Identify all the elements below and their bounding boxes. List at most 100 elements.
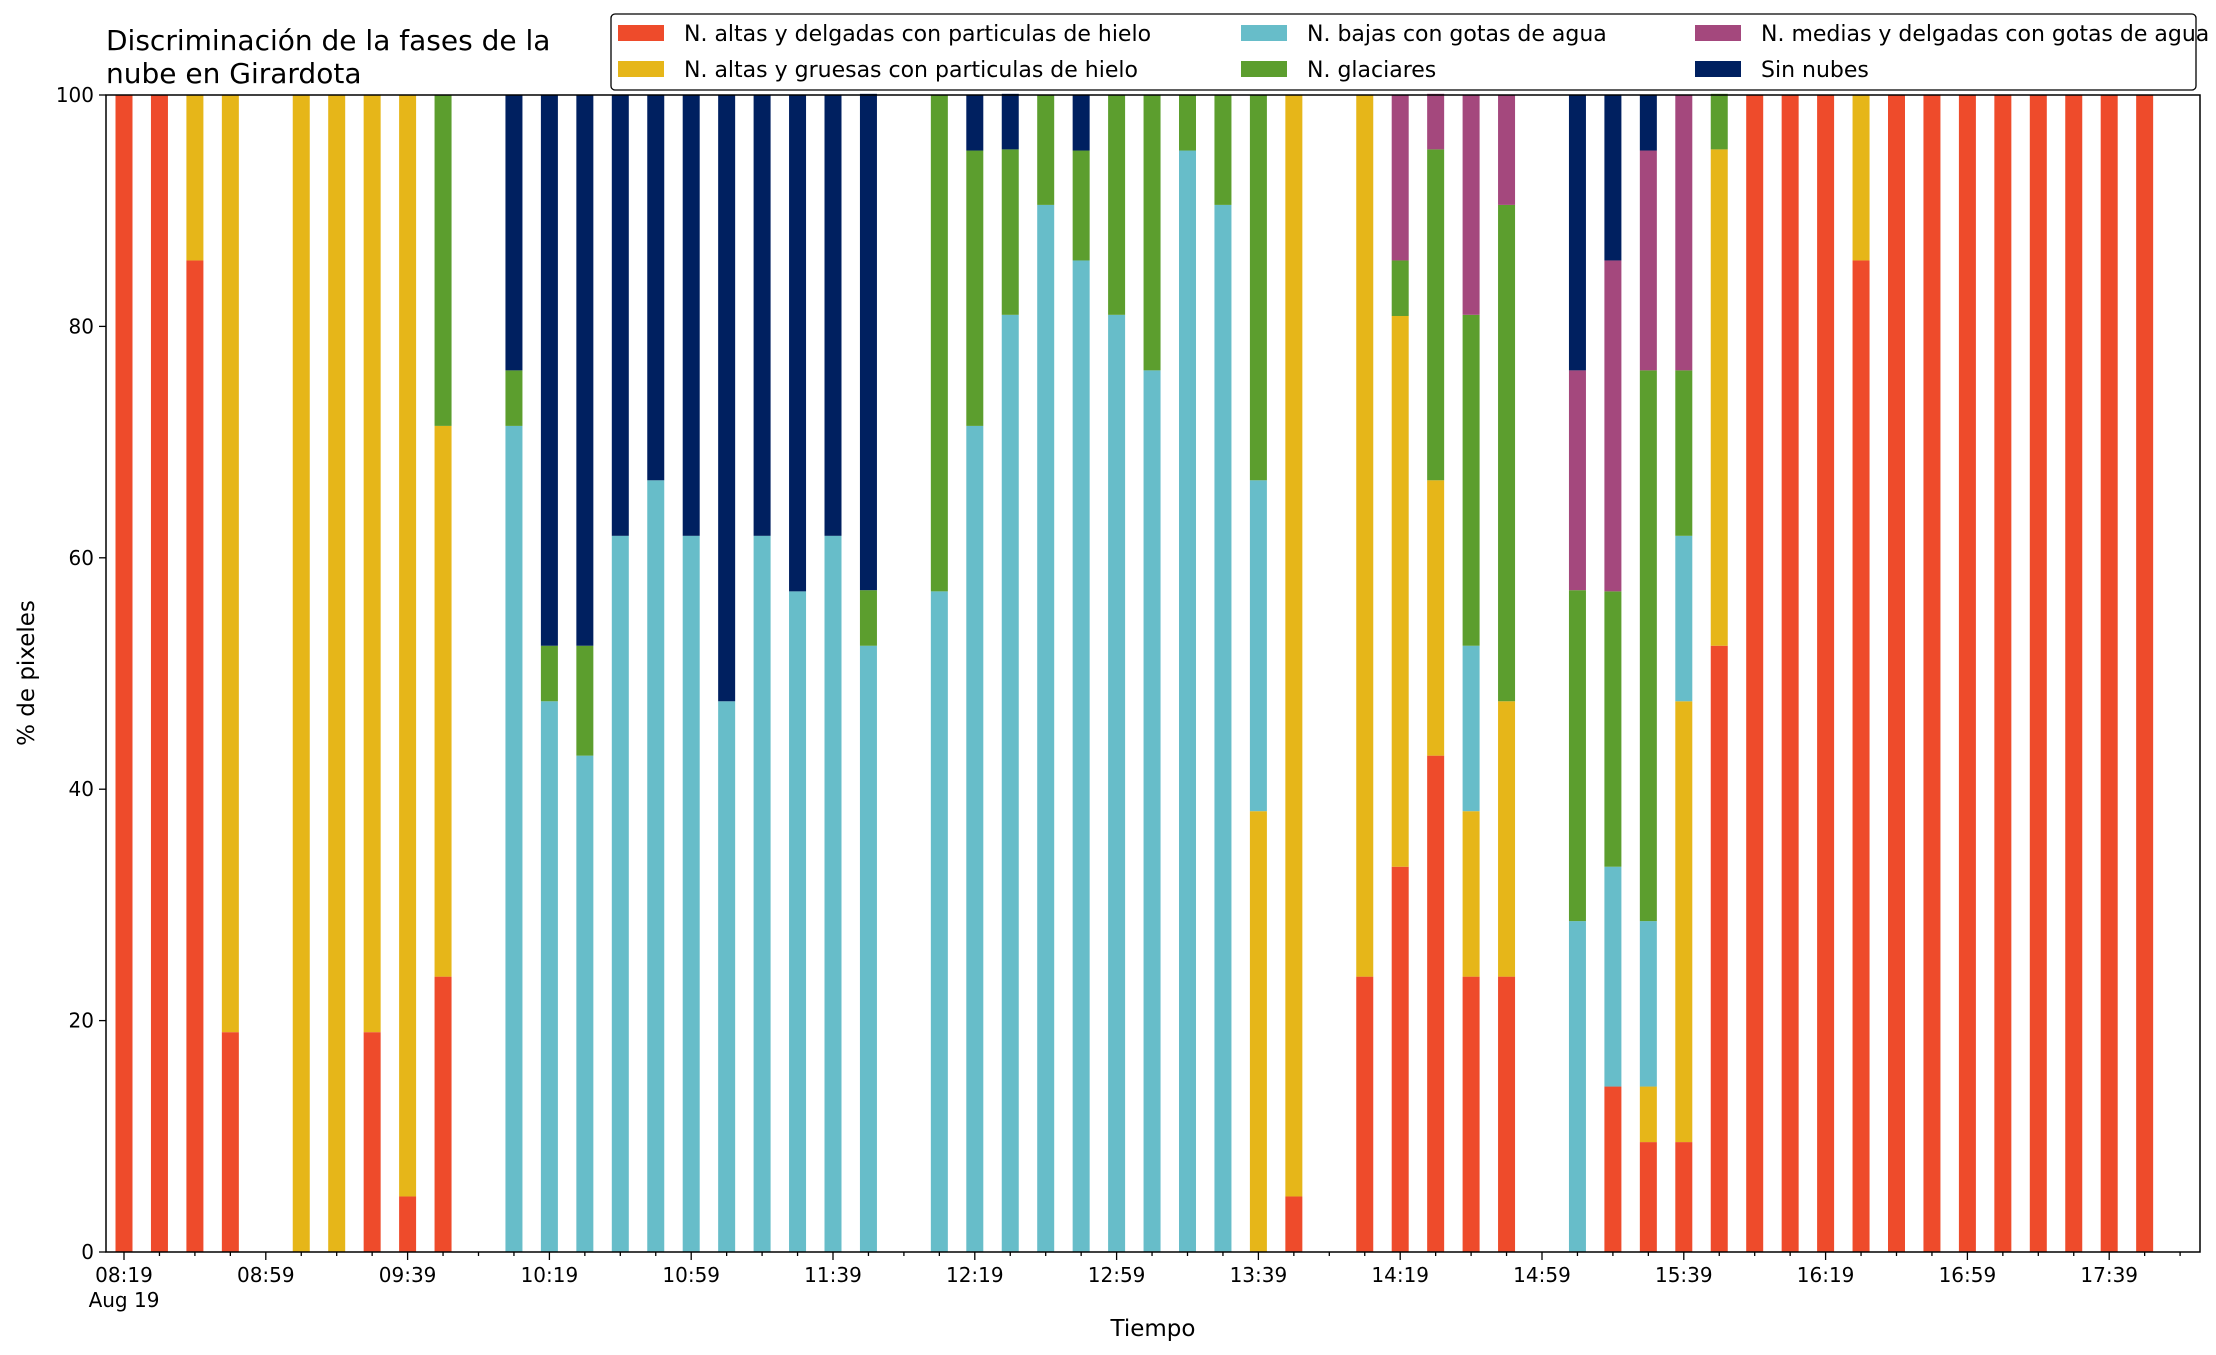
x-tick-label: 08:59 [237, 1263, 295, 1287]
legend-swatch [1241, 61, 1287, 77]
chart-title-line-2: nube en Girardota [106, 57, 361, 90]
bar-segment-12-series-2 [611, 535, 629, 1252]
bar-segment-9-series-3 [505, 370, 523, 426]
bar-segment-41-series-0 [1746, 95, 1764, 1252]
bar-segment-37-series-3 [1604, 591, 1622, 867]
bar-segment-38-series-0 [1639, 1142, 1657, 1252]
bar-segment-9-series-2 [505, 425, 523, 1252]
bar-segment-39-series-1 [1675, 701, 1693, 1143]
legend-label: N. altas y delgadas con particulas de hi… [684, 22, 1151, 47]
legend-swatch [618, 61, 664, 77]
bar-segment-38-series-4 [1639, 150, 1657, 371]
bar-segment-4-series-1 [292, 95, 310, 1252]
bar-segment-19-series-3 [859, 590, 877, 646]
bar-segment-31-series-0 [1356, 976, 1374, 1252]
bar-segment-46-series-0 [1923, 95, 1941, 1252]
bar-segment-36-series-2 [1568, 921, 1586, 1252]
bar-segment-9-series-5 [505, 95, 523, 371]
bar-segment-7-series-0 [399, 1196, 417, 1252]
bar-segment-38-series-2 [1639, 921, 1657, 1087]
bar-segment-5-series-1 [328, 95, 346, 1252]
bar-segment-23-series-2 [1037, 204, 1055, 1252]
legend-label: N. bajas con gotas de agua [1307, 22, 1607, 47]
bar-segment-22-series-2 [1001, 314, 1019, 1253]
bar-segment-26-series-3 [1143, 95, 1161, 371]
y-axis: 0 20 40 60 80 100 [56, 83, 106, 1264]
bar-segment-8-series-1 [434, 425, 452, 977]
bar-segment-39-series-3 [1675, 370, 1693, 536]
bar-segment-40-series-1 [1710, 149, 1728, 646]
x-tick-label: 13:39 [1230, 1263, 1288, 1287]
bar-segment-39-series-2 [1675, 535, 1693, 702]
bar-segment-37-series-0 [1604, 1086, 1622, 1252]
x-tick-label: 12:19 [946, 1263, 1004, 1287]
legend-label: Sin nubes [1761, 58, 1869, 83]
bar-segment-29-series-3 [1249, 95, 1267, 481]
x-tick-label: 10:59 [662, 1263, 720, 1287]
bar-segment-44-series-0 [1852, 260, 1870, 1252]
bar-segment-37-series-5 [1604, 95, 1622, 261]
bar-segment-3-series-1 [221, 95, 239, 1033]
bar-segment-23-series-3 [1037, 95, 1055, 205]
bar-segment-40-series-0 [1710, 645, 1728, 1252]
bar-segment-49-series-0 [2029, 95, 2047, 1252]
bar-segment-45-series-0 [1888, 95, 1905, 1252]
bar-segment-10-series-3 [540, 645, 558, 702]
bar-segment-12-series-5 [611, 95, 629, 536]
bar-segment-15-series-2 [718, 701, 736, 1252]
bar-segment-24-series-5 [1072, 95, 1090, 151]
y-tick-label: 0 [81, 1240, 94, 1264]
bar-segment-6-series-1 [363, 95, 381, 1033]
bar-segment-51-series-0 [2100, 95, 2118, 1252]
bar-segment-14-series-2 [682, 535, 700, 1252]
x-tick-label: 08:19 [95, 1263, 153, 1287]
x-tick-label: 10:19 [521, 1263, 579, 1287]
bar-segment-17-series-2 [789, 591, 807, 1252]
legend-label: N. medias y delgadas con gotas de agua [1761, 22, 2209, 47]
bar-segment-18-series-5 [824, 95, 842, 536]
bar-segment-34-series-1 [1462, 811, 1480, 977]
y-tick-label: 20 [69, 1009, 94, 1033]
bar-segment-21-series-2 [966, 425, 984, 1252]
bar-segment-30-series-0 [1285, 1196, 1303, 1252]
bar-segment-28-series-2 [1214, 204, 1232, 1252]
bar-segment-38-series-1 [1639, 1086, 1657, 1143]
legend: N. altas y delgadas con particulas de hi… [610, 13, 2209, 91]
y-tick-label: 80 [69, 314, 94, 338]
x-tick-label: 15:39 [1655, 1263, 1713, 1287]
x-tick-label: 09:39 [379, 1263, 437, 1287]
bar-segment-27-series-2 [1179, 150, 1196, 1252]
bar-segment-24-series-3 [1072, 150, 1090, 261]
bar-segment-14-series-5 [682, 95, 700, 536]
bar-segment-32-series-1 [1391, 315, 1409, 867]
legend-box [610, 13, 2197, 91]
bar-segment-44-series-1 [1852, 95, 1870, 261]
bar-segment-17-series-5 [789, 95, 807, 592]
bar-segment-52-series-0 [2136, 95, 2154, 1252]
bar-segment-36-series-4 [1568, 370, 1586, 591]
bar-segment-35-series-0 [1498, 976, 1516, 1252]
x-tick-label: 16:59 [1939, 1263, 1997, 1287]
bar-segment-35-series-3 [1498, 204, 1516, 702]
bar-segment-11-series-2 [576, 755, 594, 1252]
bar-segment-39-series-4 [1675, 95, 1693, 371]
x-axis: 08:19 08:59 09:39 10:19 10:59 11:39 12:19 12:59… [89, 1252, 2181, 1312]
bar-segment-43-series-0 [1817, 95, 1835, 1252]
bar-segment-30-series-1 [1285, 95, 1303, 1197]
bar-segment-22-series-5 [1001, 93, 1019, 150]
y-axis-label: % de pixeles [14, 600, 40, 746]
bar-segment-37-series-2 [1604, 866, 1622, 1087]
bar-segment-13-series-5 [647, 95, 665, 481]
bar-segment-1-series-0 [150, 95, 168, 1252]
x-tick-label: 14:59 [1513, 1263, 1571, 1287]
bar-segment-25-series-2 [1108, 314, 1126, 1253]
bar-segment-33-series-0 [1427, 755, 1445, 1252]
bar-segment-29-series-1 [1249, 811, 1267, 1252]
bar-stack-layer [115, 93, 2154, 1253]
bar-segment-8-series-3 [434, 95, 452, 426]
y-tick-label: 60 [69, 546, 94, 570]
bar-segment-50-series-0 [2065, 95, 2083, 1252]
chart-title: Discriminación de la fases de la nube en… [106, 24, 550, 90]
bar-segment-34-series-0 [1462, 976, 1480, 1252]
